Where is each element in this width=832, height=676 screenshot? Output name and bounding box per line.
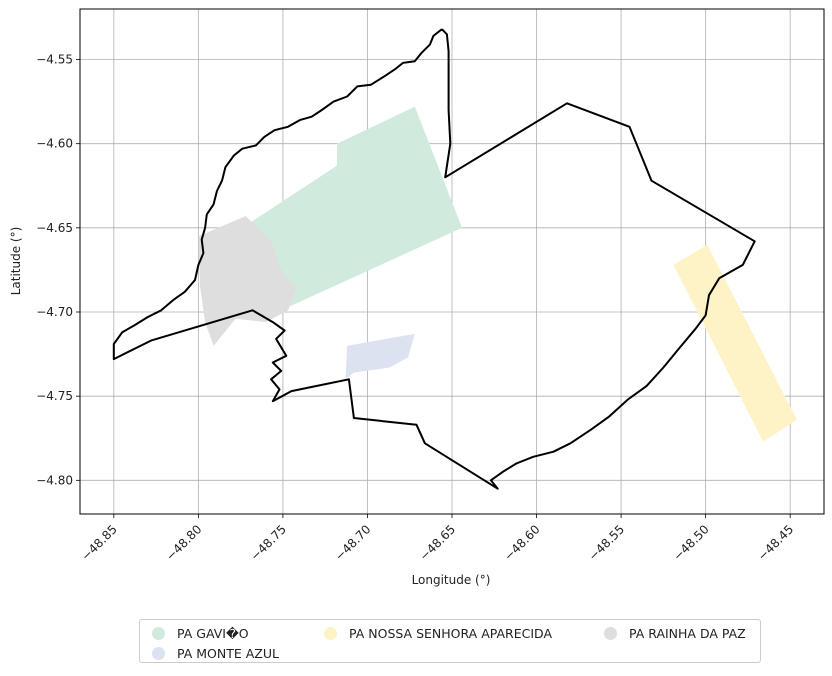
y-tick-label: −4.60: [36, 137, 73, 151]
x-axis-label: Longitude (°): [412, 573, 491, 587]
x-axis-ticks: −48.85 −48.80 −48.75 −48.70 −48.65 −48.60 −48.…: [79, 514, 796, 564]
legend-item-monte-azul: PA MONTE AZUL: [152, 643, 279, 663]
x-tick-label: −48.75: [248, 522, 289, 563]
municipality-boundary: [112, 28, 756, 490]
legend-marker-monte-azul: [152, 646, 165, 660]
legend-marker-gavio: [152, 626, 165, 640]
settlement-polygons: [198, 106, 797, 442]
x-tick-label: −48.65: [417, 522, 458, 563]
x-tick-label: −48.60: [501, 522, 542, 563]
legend-label-rainha: PA RAINHA DA PAZ: [629, 625, 746, 641]
x-tick-label: −48.50: [670, 522, 711, 563]
polygon-pa-rainha-da-paz: [198, 216, 297, 346]
x-tick-label: −48.85: [79, 522, 120, 563]
legend-item-gavio: PA GAVI�O: [152, 623, 249, 643]
legend-item-rainha: PA RAINHA DA PAZ: [604, 623, 746, 643]
polygon-pa-gavi-o: [247, 106, 463, 311]
polygon-pa-nossa-senhora-aparecida: [673, 244, 797, 442]
legend: PA GAVI�O PA NOSSA SENHORA APARECIDA PA …: [139, 619, 761, 663]
x-tick-label: −48.80: [163, 522, 204, 563]
legend-marker-rainha: [604, 626, 617, 640]
y-tick-label: −4.75: [36, 389, 73, 403]
y-tick-label: −4.80: [36, 473, 73, 487]
y-tick-label: −4.70: [36, 305, 73, 319]
y-tick-label: −4.55: [36, 53, 73, 67]
legend-label-monte-azul: PA MONTE AZUL: [177, 645, 279, 661]
legend-item-nossa-senhora: PA NOSSA SENHORA APARECIDA: [324, 623, 552, 643]
x-tick-label: −48.45: [755, 522, 796, 563]
x-tick-label: −48.55: [586, 522, 627, 563]
y-axis-ticks: −4.55 −4.60 −4.65 −4.70 −4.75 −4.80: [36, 53, 80, 487]
y-axis-label: Latitude (°): [9, 227, 23, 296]
legend-label-nossa-senhora: PA NOSSA SENHORA APARECIDA: [349, 625, 552, 641]
x-tick-label: −48.70: [332, 522, 373, 563]
legend-marker-nossa-senhora: [324, 626, 337, 640]
polygon-pa-monte-azul: [345, 333, 415, 380]
legend-label-gavio: PA GAVI�O: [177, 625, 249, 641]
y-tick-label: −4.65: [36, 221, 73, 235]
grid-lines: [80, 9, 824, 514]
